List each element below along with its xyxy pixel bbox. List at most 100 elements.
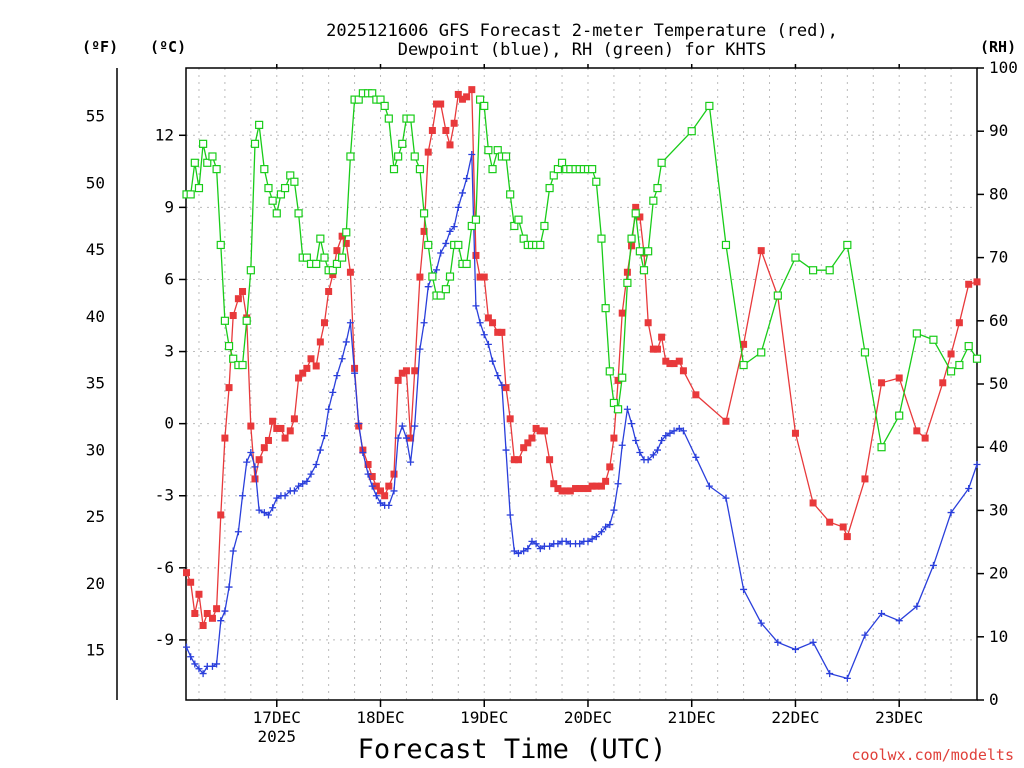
relative-humidity-point xyxy=(946,367,956,376)
dewpoint-point xyxy=(450,223,458,231)
dewpoint-point xyxy=(281,492,289,500)
dewpoint-point xyxy=(463,175,471,183)
relative-humidity-point xyxy=(186,190,195,199)
relative-humidity-point xyxy=(972,354,982,363)
temperature-point xyxy=(433,100,441,108)
relative-humidity-point xyxy=(342,228,351,237)
relative-humidity-point xyxy=(549,171,558,180)
relative-humidity-point xyxy=(338,253,347,262)
dewpoint-point xyxy=(364,470,372,478)
temperature-point xyxy=(610,434,618,442)
dewpoint-point xyxy=(359,448,367,456)
relative-humidity-point xyxy=(773,291,782,300)
temperature-point xyxy=(606,463,614,471)
relative-humidity-point xyxy=(955,360,964,370)
temperature-point xyxy=(424,148,432,156)
dewpoint-point xyxy=(602,523,610,531)
relative-humidity-point xyxy=(424,240,433,250)
temperature-point xyxy=(662,357,670,365)
relative-humidity-point xyxy=(415,165,425,174)
fahrenheit-tick-label: 15 xyxy=(86,641,105,660)
temperature-point xyxy=(692,391,700,399)
dewpoint-point xyxy=(614,480,622,488)
credit-label: coolwx.com/modelts xyxy=(851,746,1014,764)
rh-tick-label: 10 xyxy=(989,627,1008,646)
dewpoint-point xyxy=(809,638,817,646)
relative-humidity-point xyxy=(501,152,511,161)
dewpoint-point xyxy=(649,451,657,459)
relative-humidity-point xyxy=(895,411,904,420)
relative-humidity-point xyxy=(320,253,329,262)
dewpoint-point xyxy=(973,461,981,469)
temperature-point xyxy=(843,533,851,541)
temperature-point xyxy=(468,86,476,94)
dewpoint-point xyxy=(191,660,199,668)
dewpoint-point xyxy=(303,477,311,485)
temperature-point xyxy=(437,100,445,108)
temperature-point xyxy=(239,287,247,295)
temperature-point xyxy=(757,247,765,255)
temperature-point xyxy=(277,424,285,432)
dewpoint-point xyxy=(588,535,596,543)
dewpoint-point xyxy=(416,345,424,353)
temperature-point xyxy=(506,415,514,423)
relative-humidity-point xyxy=(354,95,363,104)
temperature-point xyxy=(592,482,600,490)
dewpoint-point xyxy=(528,537,536,545)
relative-humidity-point xyxy=(260,165,269,174)
dewpoint-point xyxy=(520,547,528,555)
relative-humidity-point xyxy=(406,114,415,123)
dewpoint-point xyxy=(295,482,303,490)
rh-tick-label: 20 xyxy=(989,564,1008,583)
relative-humidity-point xyxy=(488,165,497,174)
dewpoint-point xyxy=(494,372,502,380)
relative-humidity-point xyxy=(462,259,471,269)
temperature-point xyxy=(546,456,554,464)
temperature-point xyxy=(498,328,506,336)
relative-humidity-point xyxy=(454,240,463,250)
temperature-point xyxy=(947,350,955,358)
dewpoint-point xyxy=(342,338,350,346)
relative-humidity-point xyxy=(220,316,230,325)
dewpoint-point xyxy=(446,227,454,235)
relative-humidity-point xyxy=(398,139,407,148)
temperature-point xyxy=(260,444,268,452)
relative-humidity-point xyxy=(657,158,666,167)
relative-humidity-point xyxy=(514,215,523,224)
temperature-point xyxy=(234,295,242,303)
temperature-point xyxy=(640,249,648,257)
temperature-point xyxy=(299,369,307,377)
temperature-point xyxy=(450,119,458,127)
dewpoint-point xyxy=(187,653,195,661)
temperature-point xyxy=(666,360,674,368)
plot-frame xyxy=(185,67,978,701)
temperature-point xyxy=(550,480,558,488)
dewpoint-point xyxy=(705,482,713,490)
temperature-point xyxy=(532,424,540,432)
rh-tick-label: 60 xyxy=(989,311,1008,330)
dewpoint-point xyxy=(264,511,272,519)
temperature-point xyxy=(428,126,436,134)
relative-humidity-point xyxy=(964,341,973,351)
temperature-point xyxy=(536,427,544,435)
dewpoint-point xyxy=(636,448,644,456)
temperature-point xyxy=(286,427,294,435)
dewpoint-point xyxy=(524,545,532,553)
fahrenheit-tick-label: 30 xyxy=(86,440,105,459)
fahrenheit-tick-label: 20 xyxy=(86,574,105,593)
dewpoint-point xyxy=(546,542,554,550)
temperature-point xyxy=(191,609,199,617)
temperature-point xyxy=(614,376,622,384)
relative-humidity-point xyxy=(475,95,485,104)
dewpoint-point xyxy=(791,646,799,654)
temperature-point xyxy=(208,614,216,622)
relative-humidity-point xyxy=(255,120,264,129)
dewpoint-point xyxy=(420,319,428,327)
temperature-point xyxy=(540,427,548,435)
relative-humidity-point xyxy=(229,354,238,363)
dewpoint-point xyxy=(229,547,237,555)
relative-humidity-point xyxy=(380,101,389,111)
temperature-series xyxy=(183,86,981,630)
relative-humidity-point xyxy=(843,240,852,250)
